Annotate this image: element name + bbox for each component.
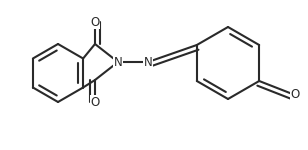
Text: O: O (90, 15, 99, 28)
Text: N: N (114, 56, 122, 69)
Text: N: N (144, 56, 152, 69)
Text: O: O (290, 88, 300, 102)
Text: O: O (90, 96, 99, 108)
